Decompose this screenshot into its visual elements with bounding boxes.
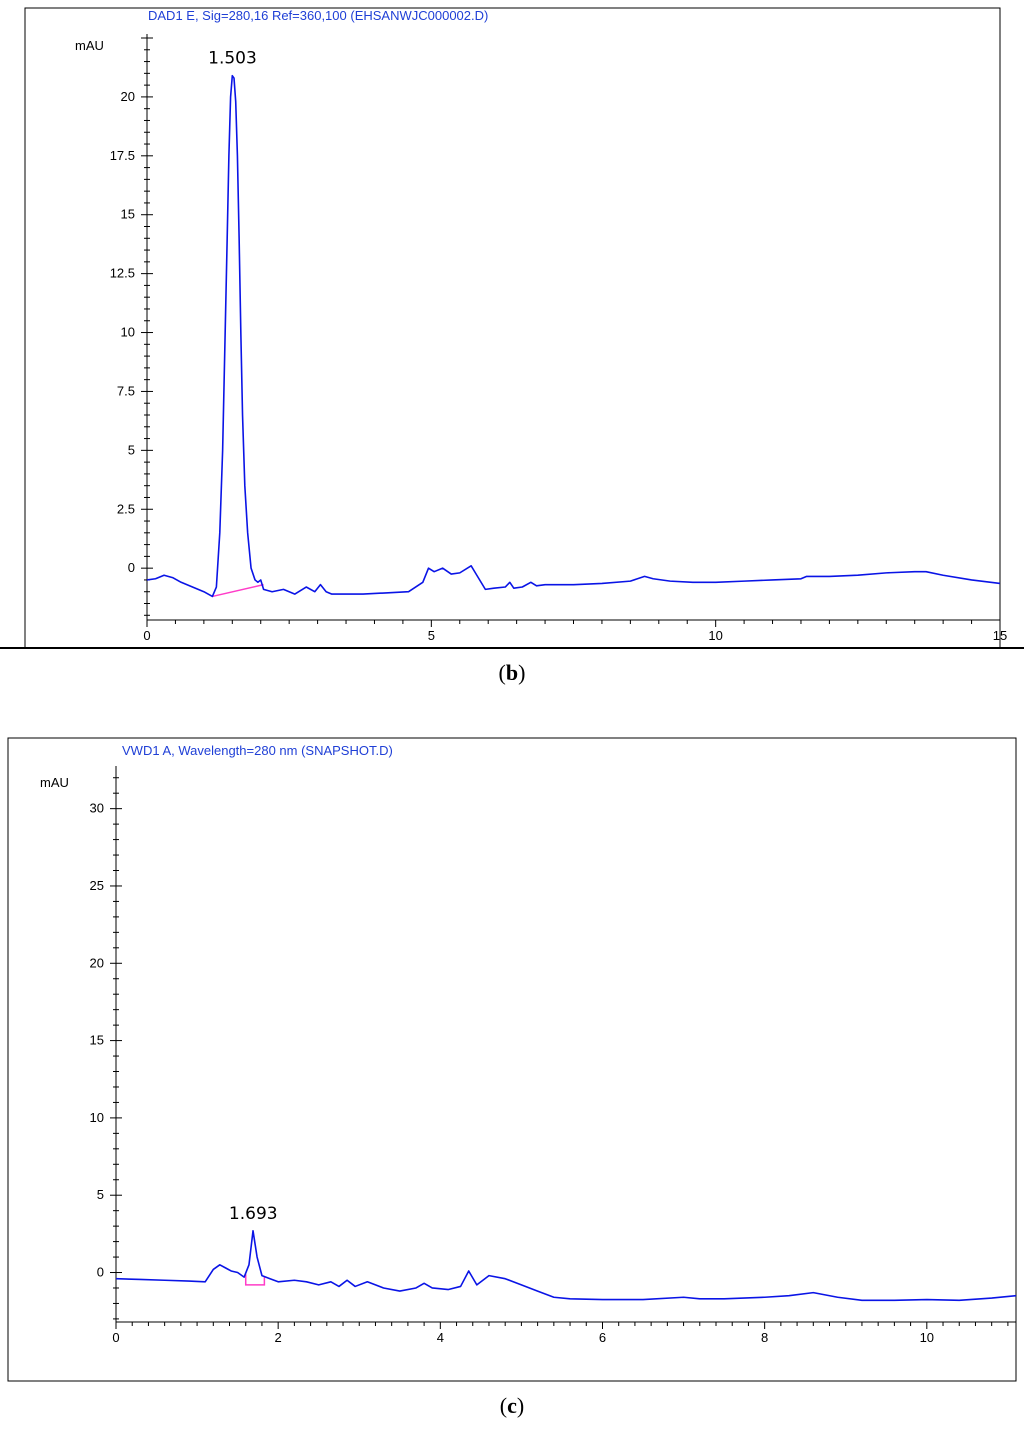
chart-frame xyxy=(24,7,1001,649)
chromatogram-b: DAD1 E, Sig=280,16 Ref=360,100 (EHSANWJC… xyxy=(0,7,1024,649)
x-tick-label: 5 xyxy=(428,628,435,643)
y-tick-label: 2.5 xyxy=(117,501,135,516)
y-tick-label: 0 xyxy=(97,1265,104,1280)
caption-c-letter: c xyxy=(507,1393,517,1418)
x-tick-label: 10 xyxy=(920,1330,934,1345)
y-tick-label: 12.5 xyxy=(110,266,135,281)
y-tick-label: 5 xyxy=(128,442,135,457)
chart-panel-b: DAD1 E, Sig=280,16 Ref=360,100 (EHSANWJC… xyxy=(0,0,1024,650)
x-tick-label: 8 xyxy=(761,1330,768,1345)
x-tick-label: 10 xyxy=(708,628,722,643)
y-tick-label: 15 xyxy=(90,1033,104,1048)
y-tick-label: 10 xyxy=(121,325,135,340)
y-tick-label: 30 xyxy=(90,801,104,816)
x-tick-label: 15 xyxy=(993,628,1007,643)
chromatogram-trace xyxy=(115,1229,1017,1302)
y-tick-label: 0 xyxy=(128,560,135,575)
y-axis-unit: mAU xyxy=(75,38,104,53)
x-tick-label: 2 xyxy=(275,1330,282,1345)
y-axis-unit: mAU xyxy=(40,775,69,790)
chart-frame xyxy=(7,737,1017,1382)
signal-title: VWD1 A, Wavelength=280 nm (SNAPSHOT.D) xyxy=(122,743,393,758)
y-tick-label: 15 xyxy=(121,207,135,222)
y-tick-label: 25 xyxy=(90,878,104,893)
signal-title: DAD1 E, Sig=280,16 Ref=360,100 (EHSANWJC… xyxy=(148,8,488,23)
chromatogram-c: VWD1 A, Wavelength=280 nm (SNAPSHOT.D) mA… xyxy=(7,737,1017,1382)
x-tick-label: 6 xyxy=(599,1330,606,1345)
y-tick-label: 20 xyxy=(121,89,135,104)
y-tick-label: 20 xyxy=(90,955,104,970)
x-tick-label: 0 xyxy=(112,1330,119,1345)
y-tick-label: 17.5 xyxy=(110,148,135,163)
peak-retention-label: 1.693 xyxy=(229,1204,278,1224)
integration-baseline xyxy=(212,583,264,598)
integration-baseline xyxy=(244,1274,266,1286)
caption-b: (b) xyxy=(498,660,526,685)
y-tick-label: 5 xyxy=(97,1187,104,1202)
y-tick-label: 7.5 xyxy=(117,383,135,398)
y-tick-label: 10 xyxy=(90,1110,104,1125)
peak-retention-label: 1.503 xyxy=(208,49,257,69)
chart-panel-c: VWD1 A, Wavelength=280 nm (SNAPSHOT.D) mA… xyxy=(0,730,1024,1385)
chromatogram-trace xyxy=(146,74,1001,598)
caption-c: (c) xyxy=(499,1393,525,1418)
x-tick-label: 4 xyxy=(437,1330,444,1345)
caption-b-letter: b xyxy=(505,660,519,685)
x-tick-label: 0 xyxy=(143,628,150,643)
